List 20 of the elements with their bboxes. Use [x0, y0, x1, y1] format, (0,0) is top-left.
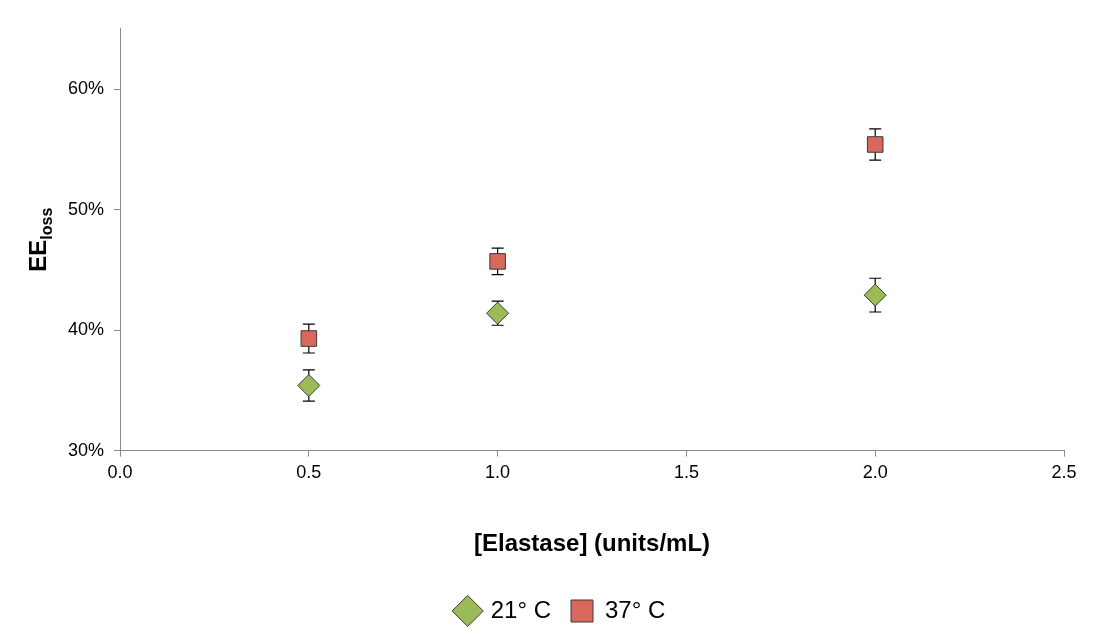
x-tick-label: 1.0	[485, 462, 511, 483]
y-axis-title: EEloss	[24, 207, 55, 272]
y-tick-label: 30%	[68, 439, 105, 460]
point	[489, 253, 506, 270]
point	[486, 301, 510, 325]
x-tick-label: 2.0	[862, 462, 888, 483]
y-tick-label: 50%	[68, 198, 105, 219]
point	[866, 136, 884, 153]
x-tick-label: 0.5	[296, 462, 322, 483]
y-tick-label: 60%	[68, 78, 105, 99]
legend-label: 21° C	[490, 595, 551, 623]
x-tick-label: 2.5	[1051, 462, 1077, 483]
y-tick-label: 40%	[68, 319, 105, 340]
x-tick-label: 1.5	[673, 462, 699, 483]
legend-label: 37° C	[605, 595, 666, 623]
point	[863, 283, 887, 307]
x-tick-label: 0.0	[107, 462, 133, 483]
x-axis-title: [Elastase] (units/mL)	[473, 529, 711, 557]
point	[300, 330, 318, 347]
point	[297, 374, 321, 398]
